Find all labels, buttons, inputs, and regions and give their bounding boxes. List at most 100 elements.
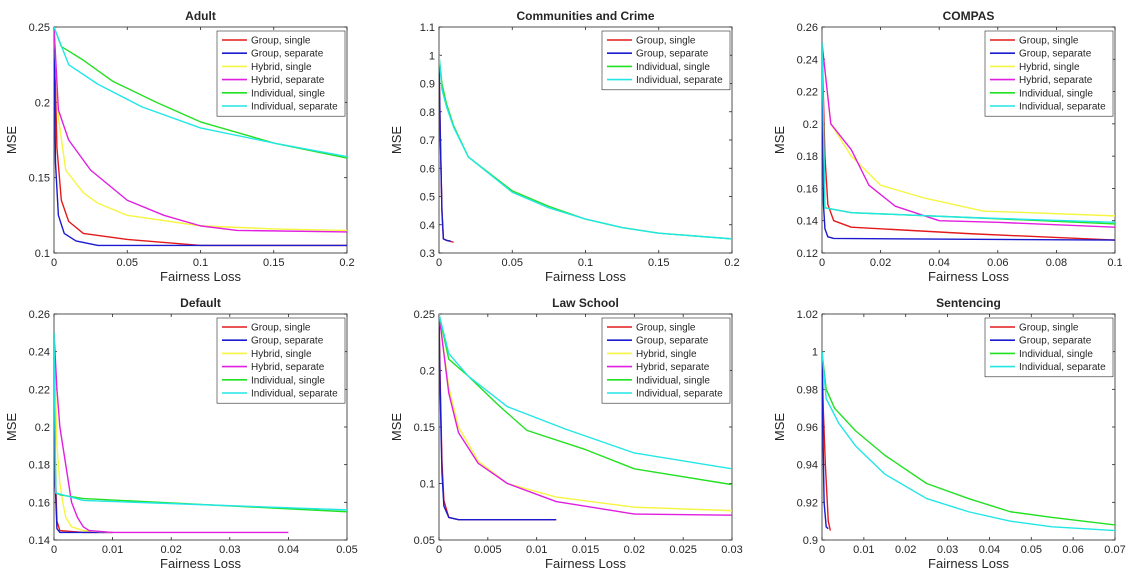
- chart-title: Law School: [552, 296, 619, 310]
- x-tick-label: 0.005: [474, 544, 502, 556]
- y-tick-label: 1: [429, 50, 435, 62]
- x-axis-label: Fairness Loss: [160, 556, 241, 571]
- y-tick-label: 0.94: [797, 460, 818, 472]
- series-line-group-separate: [822, 351, 829, 530]
- legend-label-group-separate: Group, separate: [1019, 336, 1092, 347]
- x-tick-label: 0.025: [669, 544, 697, 556]
- legend-label-group-separate: Group, separate: [251, 49, 324, 60]
- x-axis-label: Fairness Loss: [928, 556, 1009, 571]
- x-tick-label: 0.1: [1107, 257, 1122, 269]
- y-tick-label: 0.14: [797, 216, 818, 228]
- x-tick-label: 0.08: [1046, 257, 1067, 269]
- legend-label-hybrid-separate: Hybrid, separate: [251, 362, 325, 373]
- y-tick-label: 0.16: [29, 497, 50, 509]
- legend: Group, single Group, separate Hybrid, sing…: [216, 30, 346, 117]
- y-tick-label: 0.05: [414, 535, 435, 547]
- x-tick-label: 0.01: [853, 544, 874, 556]
- y-tick-label: 0.7: [420, 135, 435, 147]
- y-tick-label: 0.96: [797, 422, 818, 434]
- series-line-individual-separate: [822, 351, 1115, 532]
- x-tick-label: 0.05: [502, 257, 523, 269]
- legend-label-individual-single: Individual, single: [1019, 88, 1093, 99]
- legend-label-group-separate: Group, separate: [1019, 49, 1092, 60]
- y-tick-label: 0.1: [420, 479, 435, 491]
- series-line-group-single: [54, 27, 347, 247]
- y-tick-label: 0.6: [420, 163, 435, 175]
- y-tick-label: 1.02: [797, 309, 818, 321]
- series-line-individual-separate: [54, 27, 347, 158]
- series-line-hybrid-separate: [54, 27, 347, 233]
- x-tick-label: 0.04: [979, 544, 1000, 556]
- x-tick-label: 0.03: [219, 544, 240, 556]
- y-tick-label: 0.92: [797, 497, 818, 509]
- series-group: [822, 351, 1115, 532]
- y-axis-label: MSE: [389, 413, 404, 442]
- y-tick-label: 0.2: [803, 119, 818, 131]
- legend-label-individual-single: Individual, single: [636, 375, 710, 386]
- legend-label-individual-separate: Individual, separate: [636, 389, 723, 400]
- series-line-group-separate: [822, 43, 1115, 241]
- x-tick-label: 0.1: [193, 257, 208, 269]
- y-tick-label: 0.4: [420, 220, 435, 232]
- y-axis-label: MSE: [4, 413, 19, 442]
- legend: Group, single Group, separate Hybrid, sing…: [216, 317, 346, 404]
- legend-label-hybrid-separate: Hybrid, separate: [1019, 75, 1093, 86]
- chart-title: Adult: [185, 9, 216, 23]
- series-line-individual-separate: [54, 332, 347, 511]
- x-tick-label: 0: [819, 257, 825, 269]
- x-axis-label: Fairness Loss: [545, 269, 626, 284]
- series-line-hybrid-single: [54, 27, 347, 232]
- chart-default: 0 0.01 0.02 0.03 0.04 0.05 0.14 0.16 0.18 0.2 0.22…: [4, 296, 358, 571]
- legend-label-group-single: Group, single: [636, 323, 696, 334]
- legend: Group, single Group, separate Individual, …: [601, 30, 731, 91]
- y-tick-label: 0.9: [803, 535, 818, 547]
- x-tick-label: 0: [436, 257, 442, 269]
- y-tick-label: 0.1: [35, 248, 50, 260]
- legend-label-group-single: Group, single: [251, 323, 311, 334]
- legend-label-group-separate: Group, separate: [251, 336, 324, 347]
- x-tick-label: 0.02: [870, 257, 891, 269]
- legend-label-individual-single: Individual, single: [251, 375, 325, 386]
- x-tick-label: 0.05: [117, 257, 138, 269]
- y-tick-label: 0.15: [414, 422, 435, 434]
- y-tick-label: 0.14: [29, 535, 50, 547]
- legend-label-individual-separate: Individual, separate: [1019, 102, 1106, 113]
- y-tick-label: 0.22: [797, 87, 818, 99]
- x-tick-label: 0: [436, 544, 442, 556]
- x-tick-label: 0.15: [263, 257, 284, 269]
- x-tick-label: 0.05: [1021, 544, 1042, 556]
- series-line-hybrid-separate: [54, 332, 289, 534]
- series-line-group-single: [822, 43, 1115, 241]
- legend-label-hybrid-separate: Hybrid, separate: [251, 75, 325, 86]
- y-tick-label: 1.1: [420, 22, 435, 34]
- x-tick-label: 0.02: [160, 544, 181, 556]
- x-tick-label: 0.2: [724, 257, 739, 269]
- y-axis-label: MSE: [389, 126, 404, 155]
- y-tick-label: 0.8: [420, 107, 435, 119]
- legend: Group, single Group, separate Hybrid, sing…: [984, 30, 1114, 117]
- series-line-hybrid-separate: [439, 314, 732, 516]
- legend-box: [216, 30, 346, 117]
- legend: Group, single Group, separate Hybrid, sing…: [601, 317, 731, 404]
- series-line-individual-separate: [439, 55, 732, 240]
- chart-title: COMPAS: [943, 9, 995, 23]
- x-tick-label: 0: [51, 257, 57, 269]
- x-axis-label: Fairness Loss: [928, 269, 1009, 284]
- chart-adult: 0 0.05 0.1 0.15 0.2 0.1 0.15 0.2 0.25 Adult Fairne…: [4, 9, 355, 284]
- chart-title: Default: [180, 296, 221, 310]
- series-line-hybrid-separate: [822, 43, 1115, 228]
- y-tick-label: 0.9: [420, 79, 435, 91]
- legend-label-individual-separate: Individual, separate: [636, 75, 723, 86]
- legend-box: [601, 317, 731, 404]
- series-line-individual-single: [54, 27, 347, 159]
- legend-label-individual-single: Individual, single: [251, 88, 325, 99]
- legend-box: [216, 317, 346, 404]
- series-line-group-separate: [54, 27, 347, 247]
- x-tick-label: 0: [819, 544, 825, 556]
- x-axis-label: Fairness Loss: [160, 269, 241, 284]
- series-line-individual-single: [439, 314, 732, 486]
- series-group: [439, 314, 732, 521]
- x-tick-label: 0.01: [526, 544, 547, 556]
- y-tick-label: 0.25: [29, 22, 50, 34]
